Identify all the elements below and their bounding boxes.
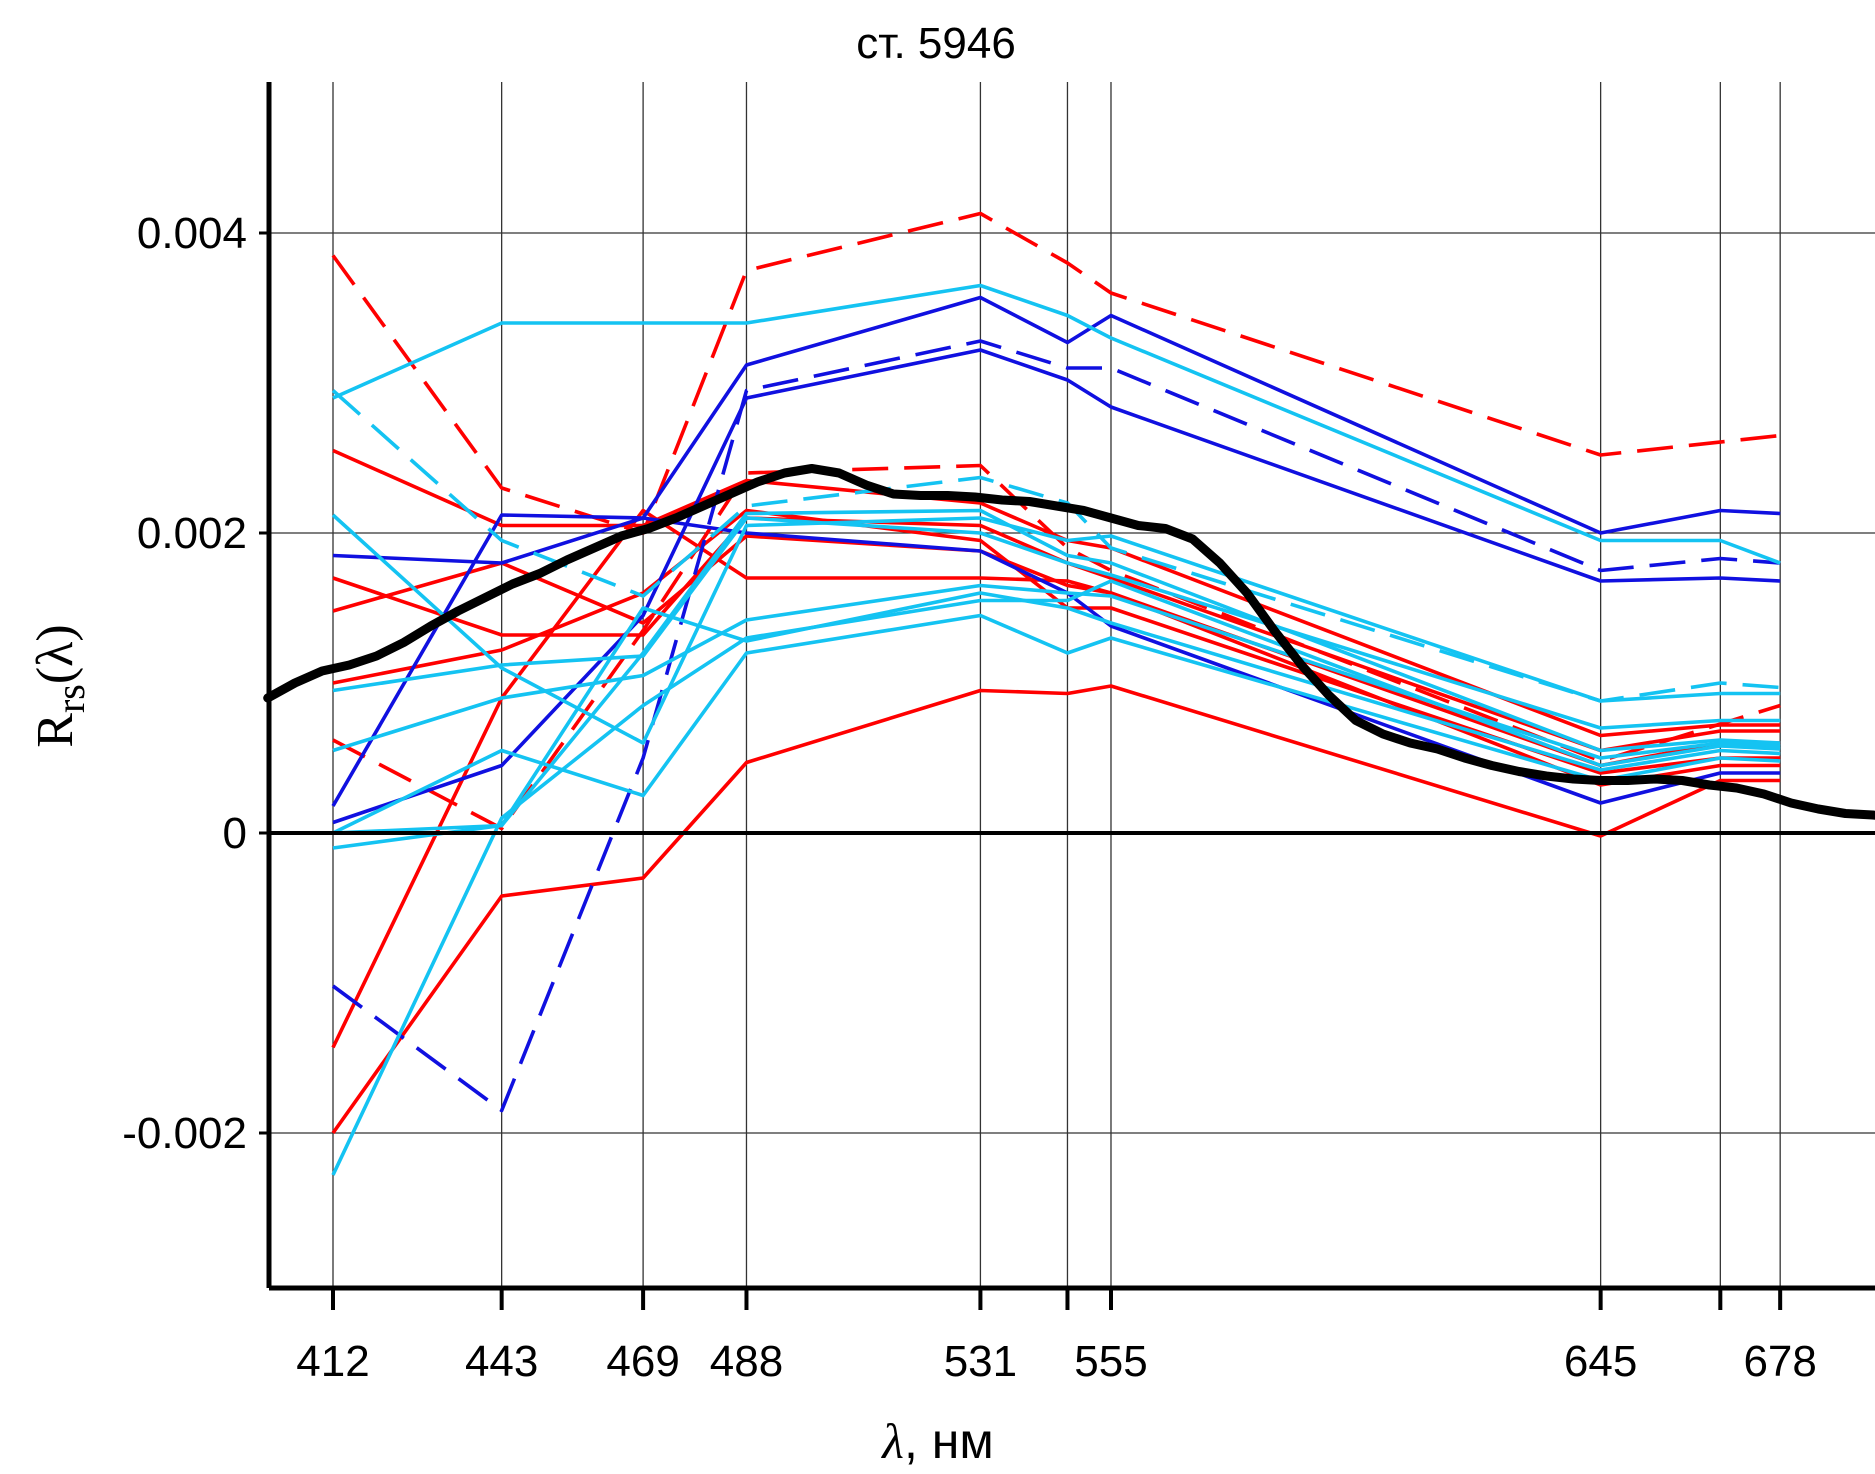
x-axis-symbol: λ <box>880 1413 904 1469</box>
reference-layer <box>263 464 1875 820</box>
series-line-red <box>332 448 1781 738</box>
series-line-cyan-dashed <box>331 389 1781 703</box>
x-tick-label: 488 <box>710 1337 783 1386</box>
series-line-cyan <box>332 583 1781 760</box>
series-line-blue <box>331 295 1781 807</box>
y-axis-main: R <box>27 713 84 748</box>
series-line-cyan <box>332 283 1781 565</box>
series-line-blue <box>332 516 1781 805</box>
x-tick-label: 443 <box>465 1337 538 1386</box>
y-tick-label: 0 <box>223 809 247 858</box>
x-tick-label: 531 <box>944 1337 1017 1386</box>
series-line-cyan <box>332 613 1781 835</box>
y-axis-subscript: rs <box>48 684 93 713</box>
y-tick-label: 0.002 <box>137 509 247 558</box>
series-layer <box>331 211 1781 1176</box>
x-tick-label: 678 <box>1743 1337 1816 1386</box>
x-tick-label: 469 <box>606 1337 679 1386</box>
x-tick-label: 412 <box>296 1337 369 1386</box>
series-line-red-dashed <box>331 211 1781 535</box>
x-tick-label: 645 <box>1564 1337 1637 1386</box>
labels: ст. 5946 λ, нм Rrs(λ) -0.002 0 0.002 0.004 4… <box>27 19 1817 1469</box>
y-axis-argument: (λ) <box>27 624 84 684</box>
y-tick-label: -0.002 <box>122 1109 247 1158</box>
reference-spectrum-line <box>263 464 1875 820</box>
series-line-red <box>332 516 1781 753</box>
series-line-cyan <box>331 513 1781 745</box>
series-line-blue <box>332 348 1781 825</box>
axes <box>259 82 1875 1310</box>
series-line-red-dashed <box>332 463 1781 831</box>
grid <box>269 82 1875 1288</box>
y-axis-label: Rrs(λ) <box>27 624 93 747</box>
y-tick-label: 0.004 <box>137 209 247 258</box>
x-axis-label: λ, нм <box>880 1413 993 1469</box>
series-line-red <box>331 684 1781 1135</box>
x-tick-label: 555 <box>1074 1337 1147 1386</box>
x-axis-unit: , нм <box>904 1413 994 1469</box>
series-line-red <box>332 508 1781 775</box>
series-line-blue-dashed <box>331 339 1781 1113</box>
series-line-cyan <box>332 516 1781 730</box>
chart-title: ст. 5946 <box>856 19 1016 68</box>
series-line-cyan <box>332 508 1781 850</box>
series-line-cyan <box>331 579 1781 1176</box>
